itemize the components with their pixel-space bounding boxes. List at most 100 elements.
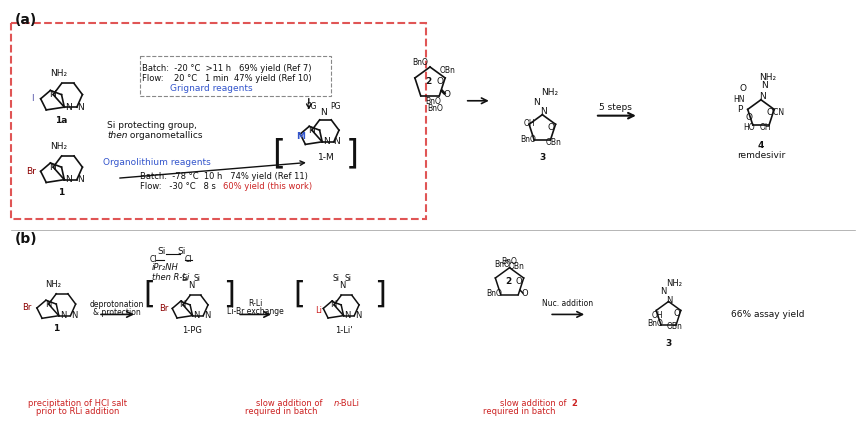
Text: prior to RLi addition: prior to RLi addition (36, 407, 119, 417)
Bar (10, 23, 426, 219)
Text: remdesivir: remdesivir (737, 151, 785, 160)
Text: NH₂: NH₂ (540, 88, 558, 97)
Text: N: N (667, 296, 673, 305)
Text: N: N (179, 300, 185, 309)
Text: HO: HO (743, 123, 755, 132)
Text: Cl: Cl (150, 255, 158, 264)
Text: Cl: Cl (184, 255, 192, 264)
Text: OBn: OBn (546, 138, 561, 147)
Text: OH: OH (524, 118, 535, 128)
Text: O: O (436, 77, 443, 86)
Text: Br: Br (26, 167, 36, 176)
Text: OBn: OBn (509, 262, 525, 271)
Text: required in batch: required in batch (483, 407, 556, 417)
Text: n: n (333, 399, 339, 409)
Text: 4: 4 (758, 141, 764, 150)
Text: O: O (740, 84, 746, 93)
Text: & protection: & protection (94, 308, 141, 317)
Text: N: N (71, 311, 78, 320)
Text: Br: Br (23, 303, 32, 312)
Text: Organolithium reagents: Organolithium reagents (103, 158, 210, 167)
Text: N: N (339, 281, 346, 290)
Text: N: N (320, 109, 327, 117)
Text: Si: Si (182, 274, 189, 283)
Text: [: [ (273, 137, 286, 170)
Text: 1: 1 (53, 324, 60, 333)
Text: BnO: BnO (501, 257, 518, 266)
Text: slow addition of: slow addition of (256, 399, 326, 409)
Text: O: O (515, 277, 522, 286)
Text: R-Li: R-Li (248, 299, 262, 308)
Text: NH₂: NH₂ (666, 279, 682, 288)
Text: OH: OH (759, 123, 771, 132)
Text: Si: Si (158, 247, 166, 256)
Text: NH₂: NH₂ (50, 69, 67, 78)
Text: 3: 3 (665, 339, 672, 348)
Text: N: N (65, 175, 72, 184)
Text: N: N (204, 311, 210, 320)
Text: N: N (330, 300, 337, 309)
Text: N: N (333, 138, 340, 146)
Text: N: N (533, 97, 540, 107)
Text: N: N (323, 138, 330, 146)
Text: P: P (737, 105, 742, 114)
Text: 1: 1 (58, 189, 65, 198)
Text: N: N (49, 90, 56, 99)
Text: precipitation of HCl salt: precipitation of HCl salt (28, 399, 126, 409)
Text: N: N (660, 287, 667, 295)
Text: Batch:  -78 °C  10 h   74% yield (Ref 11): Batch: -78 °C 10 h 74% yield (Ref 11) (139, 172, 307, 181)
Text: BnO: BnO (425, 97, 441, 106)
Text: N: N (188, 281, 194, 290)
Text: BnO: BnO (487, 288, 502, 298)
Text: ]: ] (346, 137, 359, 170)
Text: BnO: BnO (427, 104, 443, 113)
Text: Nuc. addition: Nuc. addition (541, 299, 592, 308)
Bar (139, 56, 331, 96)
Text: N: N (65, 103, 72, 112)
Text: Grignard reagents: Grignard reagents (170, 85, 253, 93)
Text: NH₂: NH₂ (759, 73, 777, 82)
Text: O: O (673, 309, 680, 318)
Text: (b): (b) (15, 232, 37, 246)
Text: Br: Br (159, 304, 169, 313)
Text: N: N (761, 81, 768, 90)
Text: PG: PG (307, 102, 317, 111)
Text: N: N (345, 311, 351, 320)
Text: BnO: BnO (494, 260, 510, 269)
Text: N: N (759, 93, 766, 101)
Text: OH: OH (652, 311, 663, 320)
Text: iPr₂NH: iPr₂NH (152, 263, 178, 272)
Text: [: [ (293, 280, 305, 309)
Text: Li: Li (315, 306, 322, 315)
Text: Si: Si (345, 274, 352, 283)
Text: Li-Br exchange: Li-Br exchange (227, 307, 283, 316)
Text: (a): (a) (15, 13, 37, 27)
Text: Si: Si (178, 247, 186, 256)
Text: Si protecting group,: Si protecting group, (107, 121, 197, 129)
Text: 2: 2 (505, 277, 511, 286)
Text: 1-M: 1-M (318, 153, 334, 162)
Text: 'CN: 'CN (771, 108, 785, 117)
Text: O: O (547, 123, 554, 132)
Text: N: N (193, 311, 200, 320)
Text: 60% yield (this work): 60% yield (this work) (223, 182, 313, 191)
Text: ]: ] (374, 280, 386, 309)
Text: Flow:   -30 °C   8 s: Flow: -30 °C 8 s (139, 182, 223, 191)
Text: O: O (746, 113, 753, 122)
Text: O: O (443, 90, 450, 99)
Text: then R-Li: then R-Li (152, 273, 189, 282)
Text: 1-Li': 1-Li' (335, 326, 352, 335)
Text: NH₂: NH₂ (50, 142, 67, 150)
Text: 66% assay yield: 66% assay yield (731, 310, 805, 319)
Text: N: N (307, 125, 314, 135)
Text: 1-PG: 1-PG (183, 326, 203, 335)
Text: -BuLi: -BuLi (339, 399, 359, 409)
Text: 3: 3 (540, 153, 546, 162)
Text: N: N (45, 299, 51, 308)
Text: M: M (295, 132, 305, 141)
Text: PG: PG (330, 102, 340, 111)
Text: N: N (77, 175, 84, 184)
Text: ]: ] (223, 280, 236, 309)
Text: BnO: BnO (520, 135, 536, 144)
Text: O: O (521, 289, 527, 298)
